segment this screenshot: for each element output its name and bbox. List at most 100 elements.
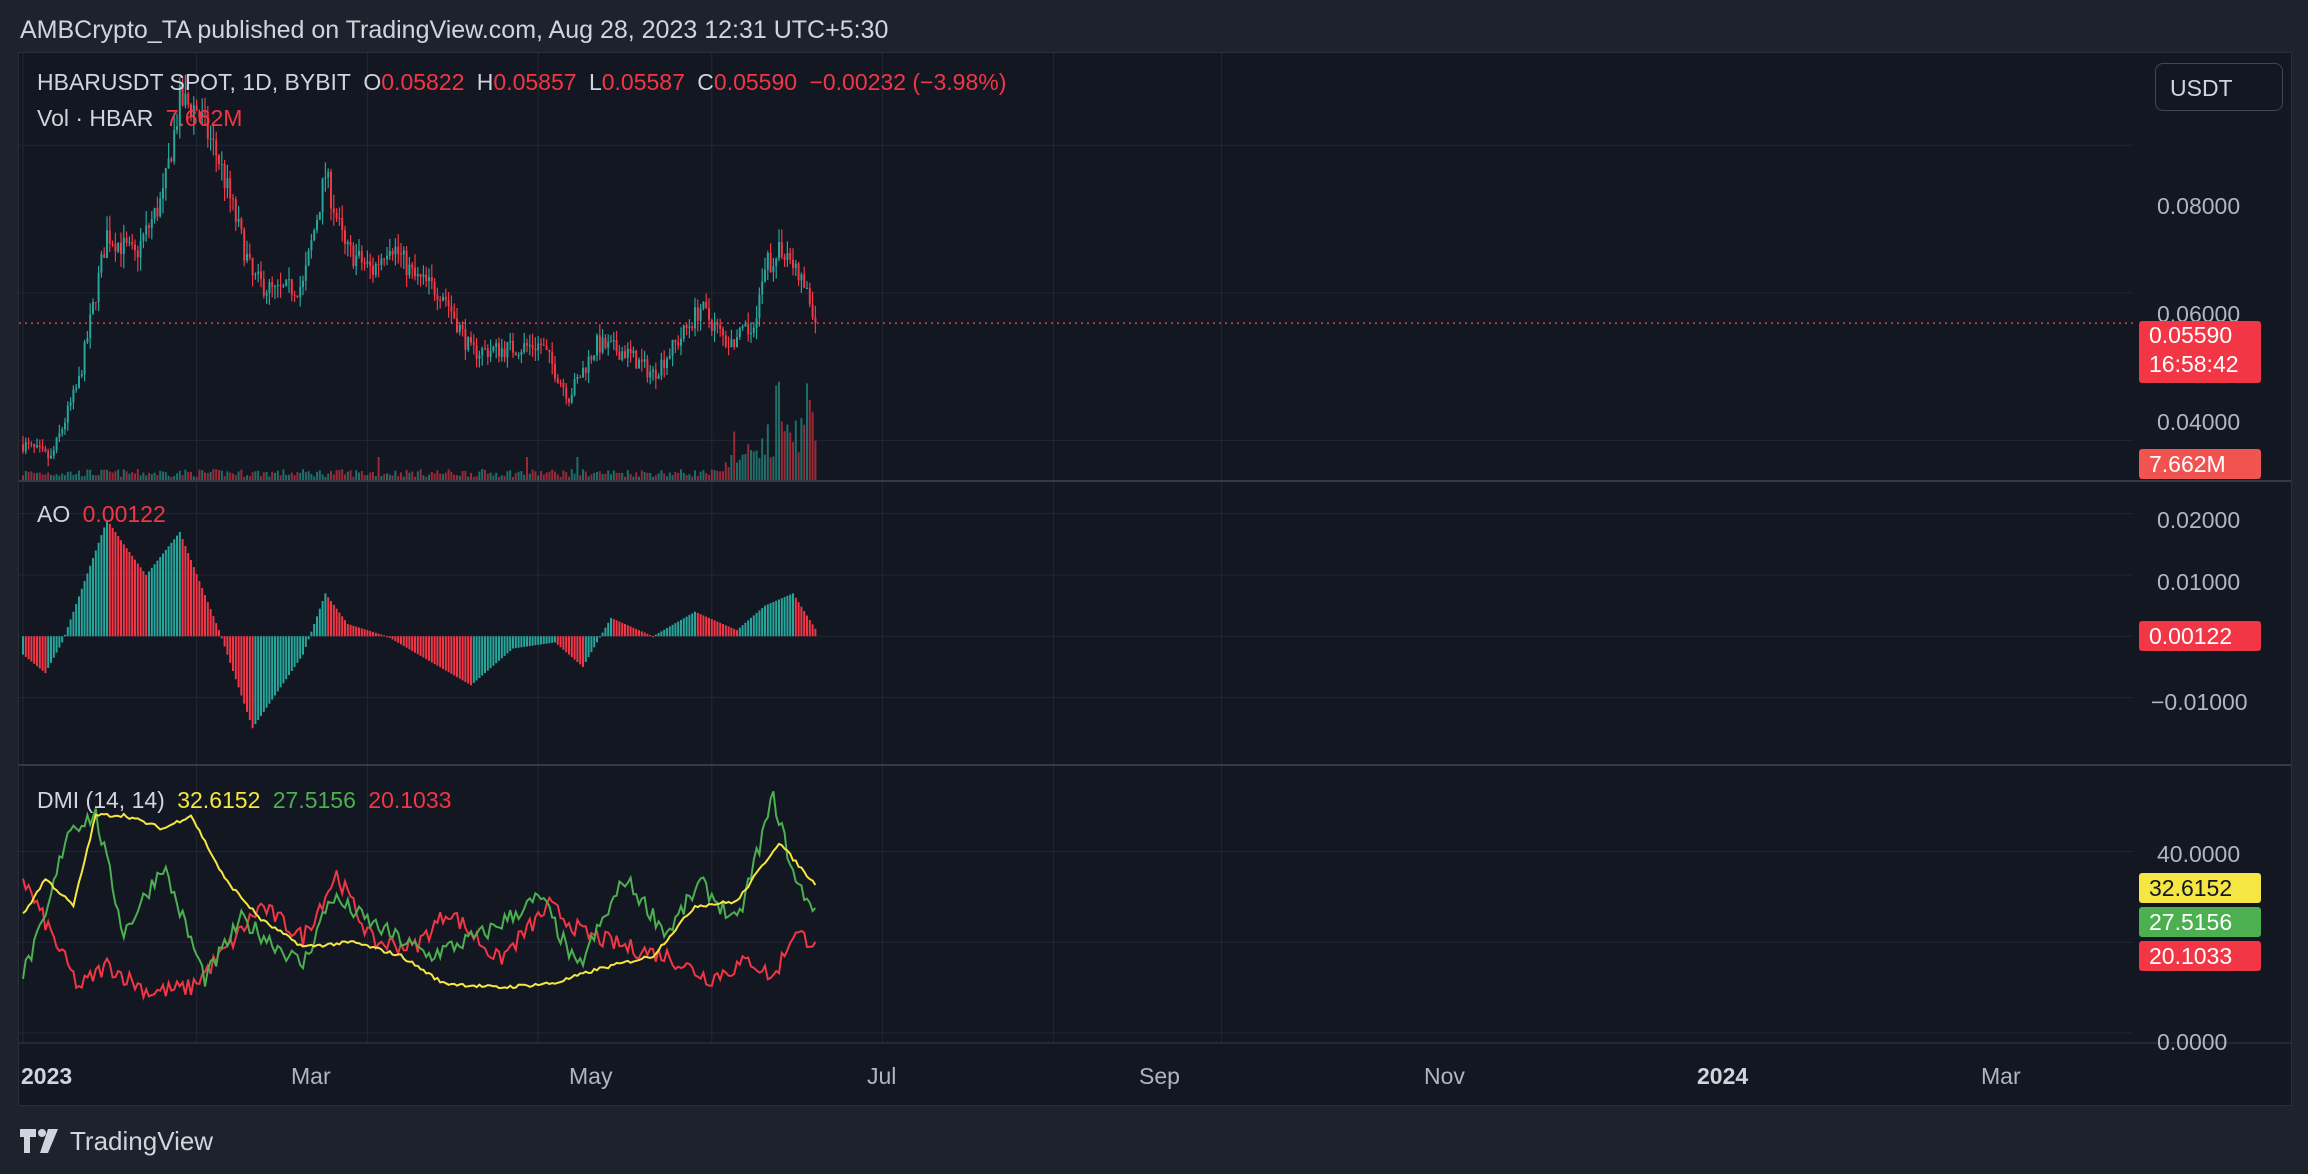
plus-di-value: 27.5156 bbox=[272, 787, 356, 813]
candle-body bbox=[38, 445, 41, 447]
ao-histogram bbox=[22, 519, 817, 729]
candle-body bbox=[257, 271, 260, 275]
candle-body bbox=[797, 263, 800, 281]
ao-bar bbox=[587, 636, 590, 658]
ao-bar bbox=[136, 563, 139, 637]
ao-bar bbox=[408, 636, 411, 650]
ao-bar bbox=[310, 631, 313, 637]
time-axis-label: 2023 bbox=[21, 1063, 73, 1089]
ao-bar bbox=[299, 636, 302, 659]
volume-bar bbox=[64, 475, 66, 481]
volume-bar bbox=[240, 469, 243, 481]
chart-container[interactable]: HBARUSDT SPOT, 1D, BYBIT O0.05822 H0.058… bbox=[18, 52, 2292, 1106]
volume-bar bbox=[461, 470, 464, 481]
ao-bar bbox=[738, 627, 741, 637]
volume-legend[interactable]: Vol · HBAR 7.662M bbox=[37, 105, 248, 132]
ao-bar bbox=[251, 636, 254, 729]
ao-bar bbox=[276, 636, 279, 692]
ao-bar bbox=[162, 553, 164, 637]
ao-bar bbox=[568, 636, 570, 655]
volume-bar bbox=[433, 473, 436, 481]
ao-bar bbox=[243, 636, 246, 704]
volume-bar bbox=[192, 476, 195, 481]
candle-body bbox=[360, 250, 363, 263]
volume-bar bbox=[629, 473, 632, 481]
ao-bar bbox=[607, 622, 610, 637]
volume-bar bbox=[260, 476, 262, 481]
candle-body bbox=[562, 382, 565, 388]
dmi-axis-label: 0.0000 bbox=[2157, 1029, 2228, 1055]
ao-bar bbox=[111, 527, 114, 637]
volume-bar bbox=[730, 454, 733, 481]
ao-bar bbox=[456, 636, 458, 678]
candle-body bbox=[500, 348, 503, 357]
volume-bar bbox=[696, 475, 699, 481]
time-axis-label: Mar bbox=[1981, 1063, 2021, 1089]
candle-body bbox=[324, 177, 327, 179]
volume-bar bbox=[593, 472, 596, 481]
ao-bar bbox=[318, 608, 321, 637]
candle-body bbox=[685, 325, 688, 328]
candle-body bbox=[610, 341, 612, 343]
ao-bar bbox=[218, 630, 220, 637]
ao-bar bbox=[414, 636, 416, 653]
volume-bar bbox=[215, 469, 218, 481]
candle-body bbox=[705, 301, 708, 308]
ao-bar bbox=[422, 636, 425, 658]
ao-bar bbox=[764, 605, 766, 637]
minus-di-value: 20.1033 bbox=[368, 787, 452, 813]
chart-canvas[interactable] bbox=[19, 53, 2291, 1105]
candle-body bbox=[554, 364, 556, 379]
ao-bar bbox=[170, 542, 173, 637]
candle-body bbox=[531, 344, 534, 349]
dmi-legend[interactable]: DMI (14, 14) 32.6152 27.5156 20.1033 bbox=[37, 787, 457, 814]
ao-bar bbox=[520, 636, 523, 648]
ao-bar bbox=[164, 549, 167, 637]
ao-bar bbox=[184, 546, 187, 637]
volume-bar bbox=[223, 476, 226, 481]
ao-bar bbox=[131, 555, 134, 637]
candle-body bbox=[657, 375, 660, 379]
volume-bar bbox=[22, 475, 24, 481]
volume-bar bbox=[534, 471, 537, 481]
candle-body bbox=[738, 328, 741, 338]
candle-body bbox=[229, 178, 232, 199]
ao-legend[interactable]: AO 0.00122 bbox=[37, 501, 172, 528]
ao-bar bbox=[792, 593, 794, 637]
candle-body bbox=[736, 337, 738, 348]
candle-body bbox=[652, 369, 654, 372]
ao-bar bbox=[766, 604, 769, 637]
ao-bar bbox=[232, 636, 234, 671]
volume-bar bbox=[335, 469, 338, 481]
ao-bar bbox=[492, 636, 495, 666]
ao-bar bbox=[694, 611, 696, 637]
ao-bar bbox=[579, 636, 582, 665]
ao-bar bbox=[719, 622, 722, 637]
candle-body bbox=[358, 250, 360, 256]
ao-value: 0.00122 bbox=[82, 501, 166, 527]
candle-body bbox=[495, 343, 498, 347]
volume-bar bbox=[640, 470, 643, 481]
volume-bar bbox=[262, 472, 265, 481]
ao-bar bbox=[302, 636, 304, 655]
volume-bar bbox=[615, 472, 618, 481]
tradingview-logo[interactable]: TradingView bbox=[20, 1126, 213, 1156]
currency-button[interactable]: USDT bbox=[2155, 63, 2283, 111]
volume-bar bbox=[486, 473, 489, 481]
candle-body bbox=[223, 163, 226, 188]
candle-body bbox=[747, 323, 750, 335]
ao-bar bbox=[248, 636, 251, 721]
candle-body bbox=[484, 348, 486, 350]
ao-bar bbox=[346, 624, 349, 637]
volume-bar bbox=[666, 476, 668, 481]
volume-bar bbox=[439, 473, 442, 481]
volume-bar bbox=[811, 411, 814, 481]
symbol-legend[interactable]: HBARUSDT SPOT, 1D, BYBIT O0.05822 H0.058… bbox=[37, 69, 1007, 95]
candle-body bbox=[136, 250, 139, 258]
ao-bar bbox=[192, 567, 195, 637]
ao-bar bbox=[680, 619, 682, 637]
volume-bar bbox=[304, 472, 307, 481]
ao-bar bbox=[590, 636, 593, 653]
candle-body bbox=[405, 250, 408, 276]
candle-body bbox=[467, 337, 470, 350]
